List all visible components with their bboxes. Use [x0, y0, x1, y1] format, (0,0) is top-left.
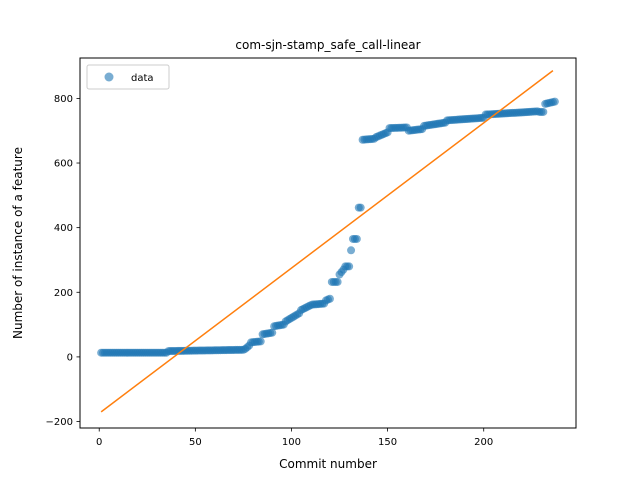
y-tick-label: 0: [67, 352, 73, 363]
y-tick-label: 600: [54, 159, 73, 170]
data-point: [345, 262, 354, 271]
legend-box: [86, 64, 170, 90]
y-tick-label: −200: [46, 417, 73, 428]
legend-marker: [104, 72, 114, 82]
axes-layer: 0 50 100 150 200 −200 0 200 400 600 800: [46, 94, 494, 448]
y-tick-label: 800: [54, 94, 73, 105]
fit-line: [100, 70, 554, 413]
y-tick-label: 200: [54, 288, 73, 299]
data-point: [356, 203, 365, 212]
data-point: [352, 234, 361, 243]
x-tick-label: 0: [96, 437, 102, 448]
data-point: [347, 246, 356, 255]
y-tick-label: 400: [54, 223, 73, 234]
x-axis-label: Commit number: [279, 457, 377, 471]
legend-label: data: [131, 73, 154, 84]
x-tick-label: 200: [474, 437, 493, 448]
data-point: [333, 277, 342, 286]
x-tick-label: 50: [189, 437, 202, 448]
data-point: [550, 97, 559, 106]
x-tick-label: 150: [378, 437, 397, 448]
plot-layer: [97, 70, 559, 413]
x-tick-label: 100: [282, 437, 301, 448]
plot-frame: [79, 57, 577, 429]
data-point: [256, 337, 265, 346]
data-point: [325, 294, 334, 303]
legend: data: [86, 64, 170, 90]
y-axis-label: Number of instance of a feature: [11, 147, 25, 339]
data-point: [539, 107, 548, 116]
data-point: [268, 328, 277, 337]
chart-title: com-sjn-stamp_safe_call-linear: [235, 38, 420, 52]
